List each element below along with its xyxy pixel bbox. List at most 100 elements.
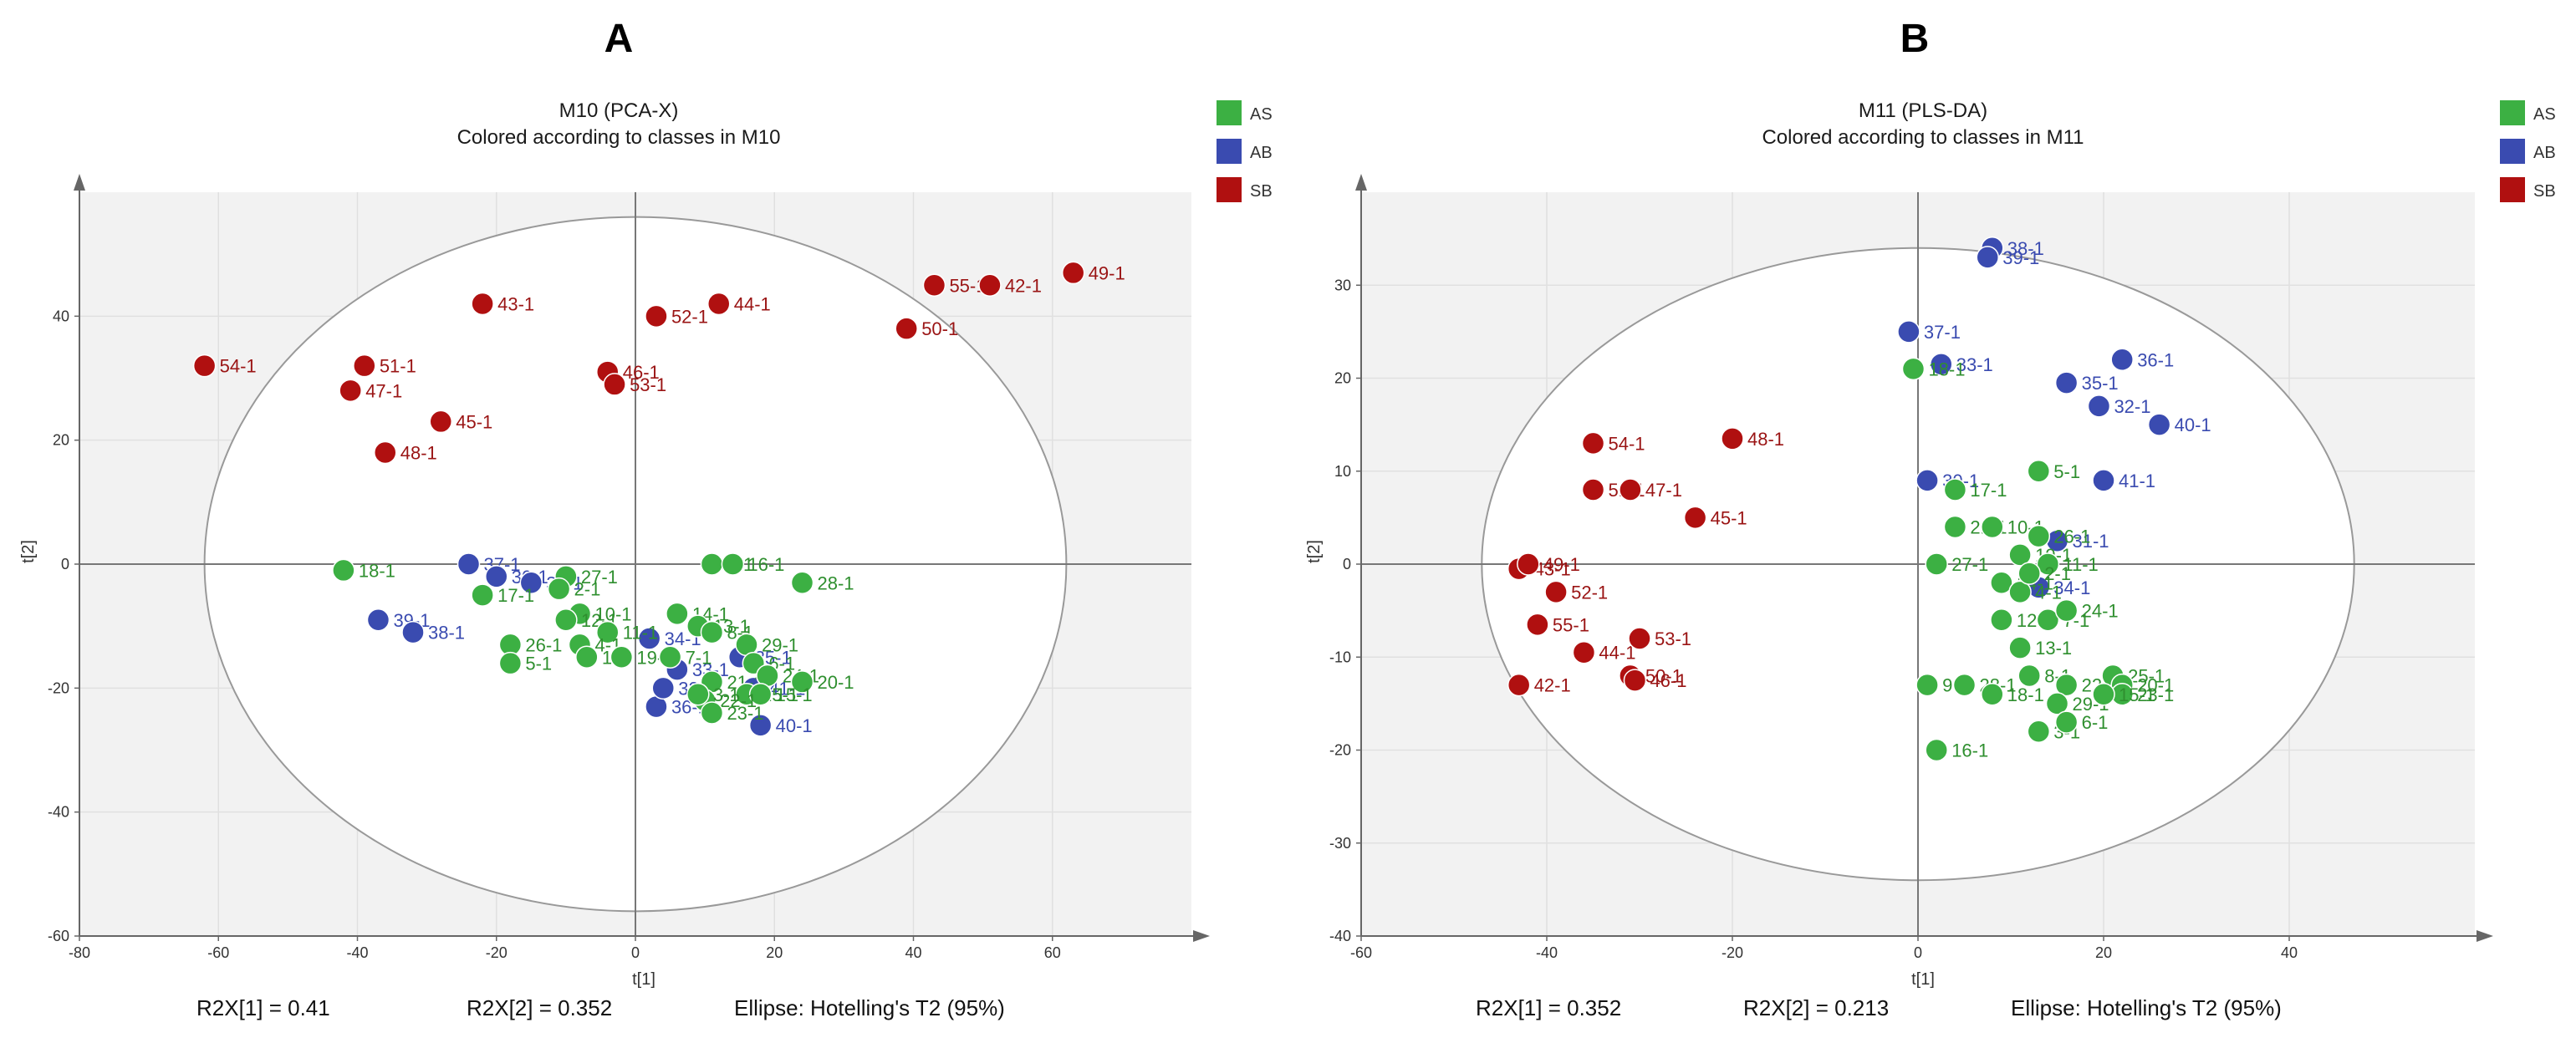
chart-a-point-31-1 [519,571,543,594]
chart-b-point-label-39-1: 39-1 [2002,247,2039,268]
chart-b-point-label-26-1: 26-1 [2053,527,2090,547]
chart-a-point-9-1 [700,552,724,576]
panel-letter-a: A [604,17,634,61]
chart-b-point-36-1 [2110,348,2134,371]
chart-a-point-42-1 [978,273,1002,297]
chart-a-point-label-2-1: 2-1 [574,579,601,600]
chart-b-point-29-1 [2045,692,2069,715]
chart-b-point-label-4-1: 4-1 [2035,582,2062,603]
chart-b-point-label-45-1: 45-1 [1711,507,1747,528]
chart-b-point-17-1 [1943,478,1967,501]
chart-b-ytick-label: -20 [1329,742,1351,759]
chart-b-point-45-1 [1683,506,1707,530]
chart-b-point-label-11-1: 11-1 [2063,554,2098,575]
chart-a-ytick-label: -20 [48,679,69,696]
chart-b-y-axis-arrow [1355,174,1367,191]
chart-b-point-6-1 [2054,710,2079,734]
chart-b-point-24-1 [2054,598,2079,623]
chart-b-legend-swatch-ab [2500,139,2525,164]
chart-a-point-label-16-1: 16-1 [747,554,784,575]
chart-a-point-3-1 [686,683,710,706]
chart-a-xtick-label: 20 [766,944,783,961]
chart-b-legend: AS AB SB [2500,100,2556,202]
panel-a: A M10 (PCA-X) Colored according to class… [19,17,1273,1020]
chart-a-point-32-1 [651,676,675,700]
chart-b-point-7-1 [2036,608,2060,632]
chart-b-point-28-1 [1952,673,1977,697]
chart-b-point-11-1 [2036,552,2060,576]
chart-b-point-label-38-1: 38-1 [2007,238,2044,259]
chart-b-point-label-5-1: 5-1 [2053,461,2080,482]
chart-a-point-label-15-1: 15-1 [776,684,813,705]
chart-a-xtick-label: 0 [631,944,640,961]
chart-a-point-54-1 [192,354,217,378]
chart-b-ytick-label: 20 [1334,370,1351,387]
chart-a-stat-r2x1: R2X[1] = 0.41 [196,995,330,1020]
chart-b-point-3-1 [2027,720,2051,743]
chart-b-point-21-1 [1943,515,1967,539]
chart-b-ytick-label: 10 [1334,463,1351,480]
chart-a-point-label-46-1: 46-1 [623,362,660,383]
chart-a-point-48-1 [374,440,397,465]
chart-a-point-34-1 [637,627,661,650]
chart-a-point-label-28-1: 28-1 [818,572,854,593]
chart-a-legend: AS AB SB [1217,100,1273,202]
chart-a-point-15-1 [748,683,773,706]
chart-b-point-37-1 [1897,320,1921,343]
chart-a-subtitle: Colored according to classes in M10 [457,126,781,149]
chart-b-point-label-55-1: 55-1 [1553,614,1589,635]
chart-a-xtick-label: 60 [1044,944,1061,961]
chart-b-legend-label-ab: AB [2533,144,2556,162]
chart-a-point-label-51-1: 51-1 [380,356,416,377]
chart-a-point-label-52-1: 52-1 [671,306,708,327]
chart-a-point-14-1 [666,602,689,626]
chart-b-ylabel: t[2] [1305,540,1324,563]
chart-a-point-23-1 [700,701,724,725]
chart-b-point-label-32-1: 32-1 [2114,396,2150,417]
chart-b-point-label-54-1: 54-1 [1609,433,1645,454]
chart-a-point-30-1 [485,565,508,588]
chart-a-point-20-1 [790,670,814,694]
chart-b-point-54-1 [1581,431,1605,455]
chart-b-point-26-1 [2027,524,2051,548]
chart-a-x-axis-arrow [1193,930,1210,942]
chart-b-point-label-41-1: 41-1 [2119,471,2155,491]
chart-a-point-label-53-1: 53-1 [630,374,666,395]
chart-a-ytick-label: 40 [53,308,69,324]
chart-b-point-label-43-1: 43-1 [1534,559,1571,580]
chart-a-point-label-3-1: 3-1 [713,684,740,705]
panel-b: B M11 (PLS-DA) Colored according to clas… [1305,17,2556,1020]
chart-b-plot: -60 -40 -20 0 20 40-40-30-20-10010203038-139-… [1329,174,2493,961]
chart-a-point-label-22-1: 22-1 [720,690,757,711]
chart-a-point-16-1 [721,552,745,576]
chart-b-point-label-25-1: 25-1 [2128,666,2165,687]
chart-a-legend-label-as: AS [1250,105,1273,124]
chart-a-point-label-26-1: 26-1 [525,634,562,655]
chart-a-point-label-50-1: 50-1 [921,318,958,339]
chart-a-point-label-7-1: 7-1 [686,647,712,668]
chart-b-point-label-23-1: 23-1 [2137,684,2174,705]
chart-b-point-47-1 [1619,478,1642,501]
chart-b-point-label-24-1: 24-1 [2082,601,2119,622]
chart-b-legend-swatch-as [2500,100,2525,125]
chart-a-point-label-11-1: 11-1 [623,623,658,644]
chart-b-point-55-1 [1526,613,1549,637]
chart-b-subtitle: Colored according to classes in M11 [1762,126,2084,149]
chart-a-point-37-1 [457,552,481,576]
chart-b-point-19-1 [2008,543,2032,567]
chart-a-point-50-1 [895,317,918,340]
chart-b-point-44-1 [1572,640,1596,664]
chart-a-point-label-29-1: 29-1 [762,634,798,655]
chart-b-point-18-1 [1901,357,1926,381]
chart-a-point-label-40-1: 40-1 [776,715,813,736]
chart-a-ytick-label: -60 [48,928,69,944]
chart-b-point-label-27-1: 27-1 [1951,554,1988,575]
chart-a-xtick-label: -60 [207,944,229,961]
chart-a-point-label-23-1: 23-1 [727,703,763,724]
chart-b-ytick-label: 30 [1334,277,1351,293]
chart-a-xtick-label: 40 [905,944,921,961]
chart-b-point-40-1 [2147,413,2171,436]
chart-a-point-19-1 [610,645,634,669]
chart-a-point-43-1 [471,292,494,316]
